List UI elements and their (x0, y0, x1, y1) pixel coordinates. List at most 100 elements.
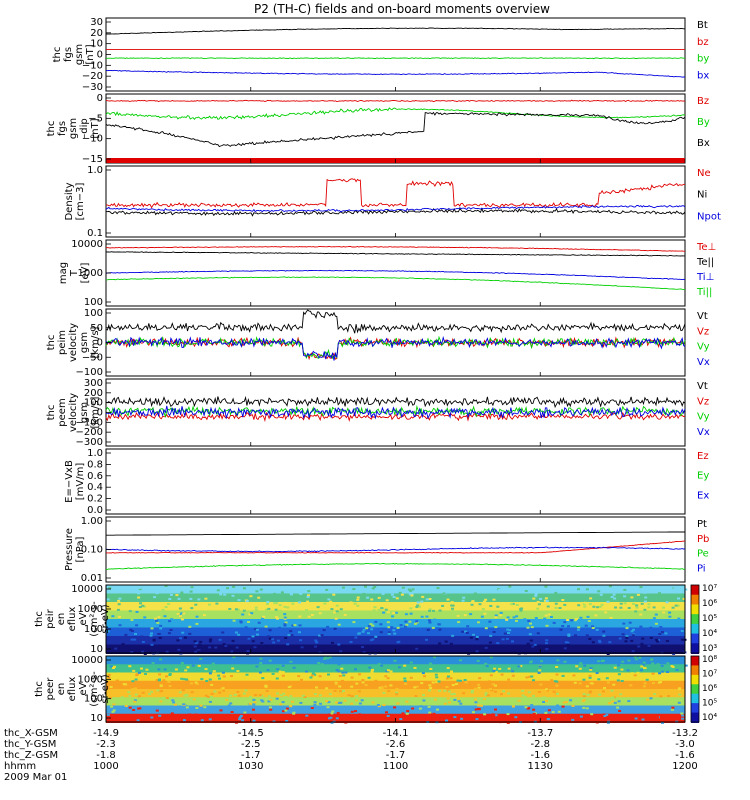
spectrogram-pixel (207, 695, 211, 698)
spectrogram-pixel (160, 689, 163, 692)
y-axis-label: [nT] (85, 44, 96, 64)
spectrogram-pixel (194, 603, 198, 606)
spectrogram-pixel (221, 687, 225, 690)
spectrogram-pixel (121, 643, 125, 646)
spectrogram-pixel (221, 631, 225, 634)
series-line-bx (105, 69, 685, 78)
spectrogram-pixel (165, 675, 168, 678)
spectrogram-pixel (420, 682, 424, 685)
spectrogram-pixel (556, 692, 559, 695)
spectrogram-pixel (232, 656, 236, 659)
spectrogram-pixel (335, 669, 339, 671)
spectrogram-pixel (468, 659, 471, 662)
ephemeris-value: -1.7 (241, 750, 261, 761)
y-tick-label: 0.1 (87, 228, 103, 239)
spectrogram-pixel (630, 639, 634, 642)
spectrogram-pixel (616, 706, 620, 709)
spectrogram-pixel (341, 586, 345, 589)
spectrogram-pixel (183, 636, 187, 639)
y-axis-label: eV (78, 612, 89, 625)
spectrogram-pixel (289, 660, 293, 663)
y-axis-label: en (56, 683, 67, 696)
spectrogram-pixel (558, 607, 562, 609)
panel-frame (105, 448, 686, 515)
spectrogram-pixel (547, 709, 551, 712)
ephemeris-label: thc_Z-GSM (4, 750, 58, 761)
spectrogram-pixel (330, 721, 334, 724)
spectrogram-pixel (141, 691, 145, 694)
spectrogram-pixel (545, 648, 549, 650)
spectrogram-pixel (356, 598, 360, 601)
spectrogram-pixel (598, 641, 602, 644)
spectrogram-pixel (646, 698, 650, 701)
spectrogram-pixel (372, 609, 376, 612)
spectrogram-pixel (127, 691, 131, 694)
legend-ez: Ez (697, 451, 709, 462)
spectrogram-pixel (277, 658, 281, 661)
spectrogram-pixel (236, 608, 240, 611)
spectrogram-pixel (619, 606, 623, 609)
spectrogram-pixel (314, 650, 318, 653)
spectrogram-pixel (610, 596, 614, 598)
y-axis-label: peim (57, 330, 68, 355)
spectrogram-pixel (223, 593, 227, 596)
spectrogram-pixel (397, 640, 401, 643)
spectrogram-pixel (208, 603, 211, 606)
spectrogram-pixel (457, 697, 460, 700)
spectrogram-pixel (653, 693, 657, 695)
spectrogram-pixel (455, 683, 458, 685)
spectrogram-pixel (489, 674, 493, 677)
spectrogram-pixel (438, 660, 442, 663)
spectrogram-pixel (168, 673, 172, 675)
spectrogram-pixel (339, 690, 342, 693)
spectrogram-pixel (578, 682, 582, 685)
spectrogram-pixel (283, 613, 287, 616)
series-line-by (105, 57, 686, 60)
spectrogram-pixel (225, 699, 229, 701)
spectrogram-pixel (247, 621, 250, 623)
spectrogram-pixel (314, 639, 318, 642)
legend-vx: Vx (697, 427, 710, 438)
spectrogram-pixel (350, 715, 353, 718)
spectrogram-pixel (523, 618, 527, 621)
spectrogram-pixel (148, 693, 152, 695)
y-tick-label: 10 (90, 644, 103, 655)
legend-by: by (697, 54, 709, 65)
spectrogram-pixel (661, 721, 664, 724)
y-tick-label: −10 (82, 134, 103, 145)
spectrogram-pixel (310, 614, 314, 616)
spectrogram-pixel (282, 661, 286, 664)
colorbar-segment (691, 665, 699, 676)
ephemeris-value: 1000 (93, 761, 118, 772)
spectrogram-pixel (647, 606, 651, 609)
spectrogram-pixel (216, 589, 220, 592)
spectrogram-pixel (108, 587, 112, 590)
spectrogram-pixel (591, 627, 595, 629)
spectrogram-pixel (205, 680, 209, 682)
spectrogram-pixel (488, 620, 492, 623)
spectrogram-pixel (623, 588, 627, 591)
spectrogram-pixel (484, 598, 488, 601)
spectrogram-pixel (284, 637, 288, 639)
y-tick-label: 1000 (78, 268, 103, 279)
spectrogram-pixel (567, 634, 571, 637)
spectrogram-pixel (344, 716, 348, 719)
spectrogram-pixel (388, 714, 392, 717)
spectrogram-pixel (227, 649, 231, 652)
spectrogram-pixel (475, 638, 479, 641)
spectrogram-pixel (289, 630, 293, 633)
spectrogram-pixel (130, 630, 134, 632)
spectrogram-pixel (386, 621, 390, 624)
spectrogram-pixel (428, 684, 432, 687)
spectrogram-pixel (657, 681, 661, 684)
spectrogram-pixel (658, 633, 662, 635)
spectrogram-pixel (606, 681, 610, 684)
plot-title: P2 (TH-C) fields and on-board moments ov… (254, 2, 550, 16)
spectrogram-pixel (208, 646, 212, 649)
spectrogram-pixel (246, 650, 250, 652)
spectrogram-pixel (234, 585, 238, 588)
spectrogram-pixel (488, 651, 492, 654)
spectrogram-pixel (247, 586, 251, 588)
spectrogram-pixel (395, 590, 399, 593)
